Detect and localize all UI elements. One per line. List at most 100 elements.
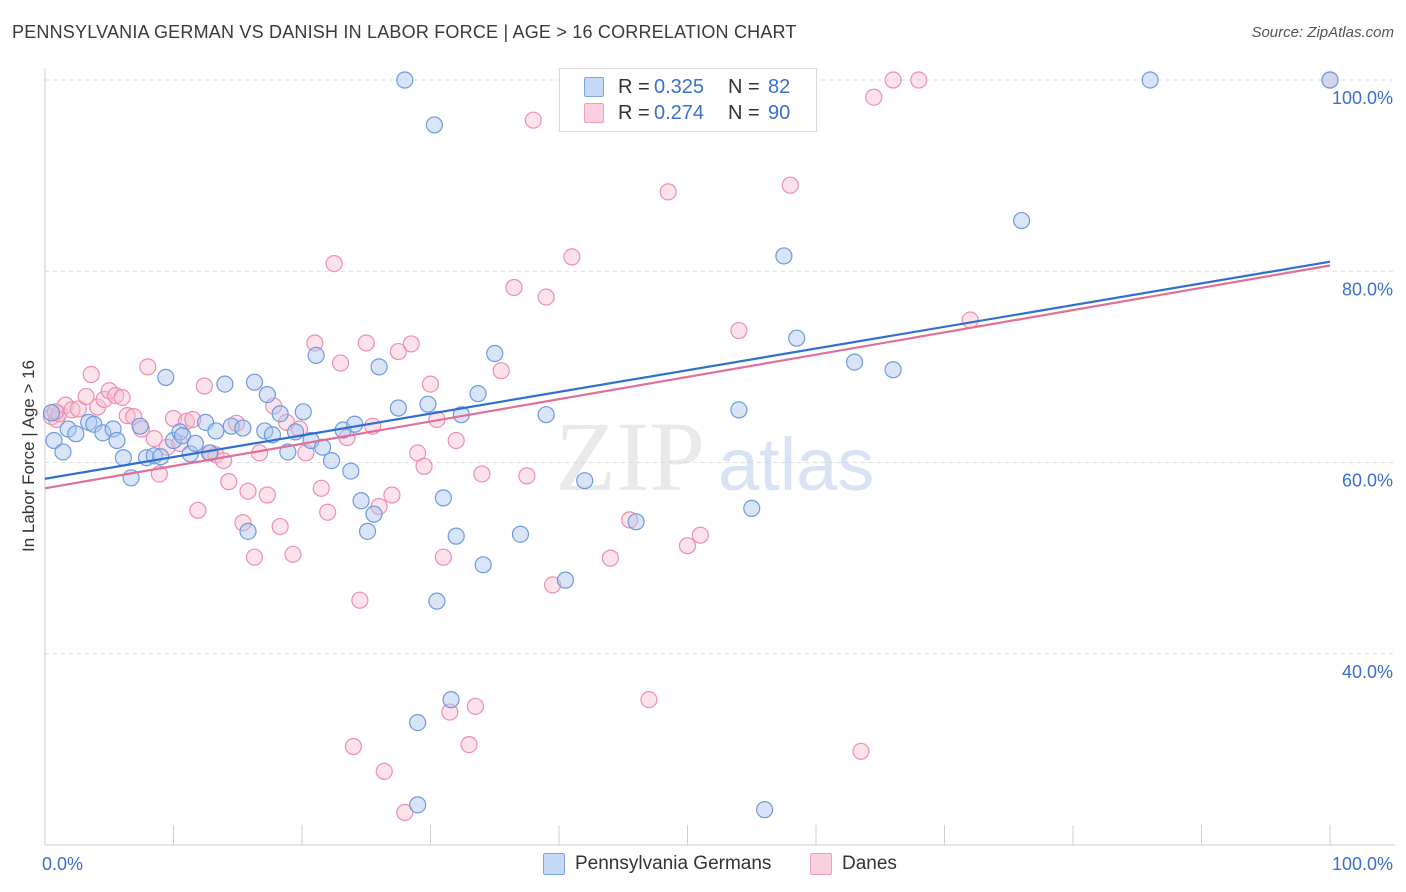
pennsylvania-germans-point <box>576 472 594 490</box>
pennsylvania-germans-point <box>67 425 85 443</box>
danes-point <box>69 400 88 418</box>
danes-point <box>284 545 302 563</box>
pennsylvania-germans-point <box>307 346 325 364</box>
danes-trend-line <box>44 264 1331 490</box>
grid-lines <box>45 79 1395 655</box>
danes-point <box>781 176 799 194</box>
danes-point <box>258 486 276 504</box>
legend-r-label: R = <box>618 101 650 124</box>
x-tick-label: 100.0% <box>1332 854 1393 874</box>
tick-labels: 40.0% 60.0% 80.0% 100.0% 0.0% 100.0% <box>42 88 1393 874</box>
series-danes-points <box>42 71 1339 822</box>
danes-point <box>220 473 238 491</box>
legend-r-label: R = <box>618 75 650 98</box>
pennsylvania-germans-point <box>258 386 276 404</box>
danes-point <box>383 486 401 504</box>
pennsylvania-germans-point <box>447 527 465 545</box>
danes-point <box>118 407 136 425</box>
pennsylvania-germans-trend-line <box>44 260 1331 480</box>
x-tick-label: 0.0% <box>42 854 83 874</box>
pennsylvania-germans-point <box>54 443 72 461</box>
pennsylvania-germans-point <box>537 406 555 424</box>
trend-lines <box>44 260 1331 490</box>
danes-point <box>910 71 928 89</box>
pennsylvania-germans-point <box>755 801 774 819</box>
pennsylvania-germans-point <box>396 71 414 89</box>
y-tick-label: 80.0% <box>1342 279 1393 299</box>
y-tick-label: 60.0% <box>1342 471 1393 491</box>
pennsylvania-germans-point <box>409 713 427 732</box>
pennsylvania-germans-point <box>389 399 407 417</box>
pennsylvania-germans-point <box>428 592 446 610</box>
legend-n-label: N = <box>728 75 760 98</box>
series-swatch-blue <box>543 853 565 875</box>
danes-point <box>865 88 883 106</box>
danes-point <box>466 697 485 715</box>
pennsylvania-germans-point <box>45 431 63 450</box>
danes-point <box>239 482 257 500</box>
danes-point <box>344 737 362 756</box>
danes-point <box>396 803 414 822</box>
danes-point <box>473 465 491 483</box>
danes-point <box>434 548 452 566</box>
danes-point <box>518 467 536 485</box>
danes-point <box>389 342 407 361</box>
pennsylvania-germans-point <box>239 522 257 540</box>
pennsylvania-germans-point <box>186 434 204 452</box>
danes-point <box>184 410 202 429</box>
danes-point <box>312 479 330 497</box>
y-tick-label: 40.0% <box>1342 662 1393 682</box>
pennsylvania-germans-point <box>245 373 264 391</box>
danes-point <box>678 537 697 555</box>
pennsylvania-germans-point <box>85 415 103 433</box>
legend-n-value: 82 <box>768 75 791 98</box>
pennsylvania-germans-point <box>370 358 388 376</box>
pennsylvania-germans-point <box>775 247 793 265</box>
danes-point <box>113 388 131 407</box>
pennsylvania-germans-point <box>271 405 289 423</box>
danes-point <box>691 526 709 544</box>
danes-point <box>306 334 324 352</box>
pennsylvania-germans-point <box>845 353 864 371</box>
danes-point <box>537 288 555 306</box>
danes-point <box>441 703 459 721</box>
pennsylvania-germans-point <box>434 489 452 507</box>
danes-point <box>415 457 433 475</box>
series-swatch-pink <box>810 853 832 875</box>
danes-point <box>492 362 510 380</box>
y-tick-label: 100.0% <box>1332 88 1393 108</box>
danes-point <box>271 517 289 536</box>
danes-point <box>852 742 870 760</box>
pennsylvania-germans-point <box>1012 211 1031 230</box>
pennsylvania-germans-point <box>469 385 487 403</box>
pennsylvania-germans-point <box>743 499 761 517</box>
pennsylvania-germans-point <box>511 525 530 543</box>
danes-point <box>884 71 902 89</box>
pennsylvania-germans-point <box>627 513 645 531</box>
pennsylvania-germans-point <box>442 691 460 709</box>
danes-point <box>107 386 125 405</box>
danes-point <box>82 365 100 384</box>
danes-point <box>460 735 478 754</box>
pennsylvania-germans-point <box>419 395 437 413</box>
danes-point <box>158 438 176 456</box>
danes-point <box>505 278 523 297</box>
pennsylvania-germans-point <box>234 419 252 437</box>
pennsylvania-germans-point <box>131 417 149 435</box>
danes-point <box>245 548 264 566</box>
pennsylvania-germans-point <box>173 427 192 445</box>
legend-swatch-blue <box>584 77 604 97</box>
danes-point <box>730 321 748 340</box>
danes-point <box>659 183 677 201</box>
pennsylvania-germans-point <box>884 361 902 379</box>
danes-point <box>357 334 375 352</box>
danes-point <box>195 377 213 395</box>
pennsylvania-germans-point <box>365 505 383 523</box>
pennsylvania-germans-point <box>114 449 132 467</box>
pennsylvania-germans-point <box>152 448 170 466</box>
chart-title: PENNSYLVANIA GERMAN VS DANISH IN LABOR F… <box>12 22 797 42</box>
watermark: ZIP atlas <box>555 401 874 512</box>
series-legend-pennsylvania-germans: Pennsylvania Germans <box>543 851 771 877</box>
pennsylvania-germans-point <box>352 492 370 510</box>
